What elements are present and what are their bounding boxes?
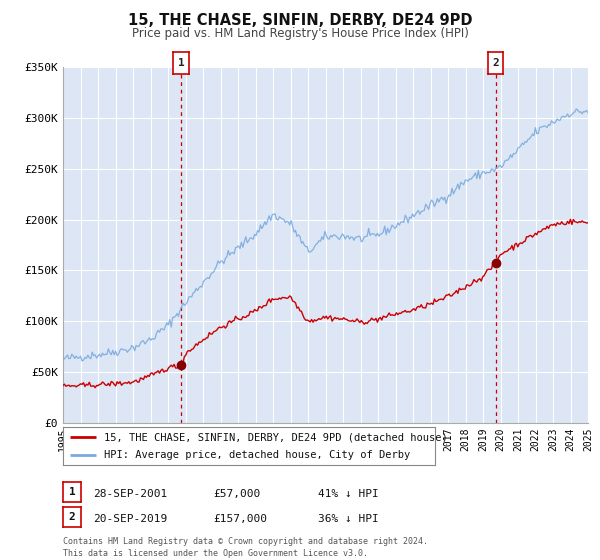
Text: £157,000: £157,000 <box>213 514 267 524</box>
Text: 28-SEP-2001: 28-SEP-2001 <box>93 489 167 499</box>
Text: 41% ↓ HPI: 41% ↓ HPI <box>318 489 379 499</box>
Text: Price paid vs. HM Land Registry's House Price Index (HPI): Price paid vs. HM Land Registry's House … <box>131 27 469 40</box>
Text: £57,000: £57,000 <box>213 489 260 499</box>
Text: 1: 1 <box>68 487 76 497</box>
Text: 2: 2 <box>68 512 76 522</box>
Text: Contains HM Land Registry data © Crown copyright and database right 2024.
This d: Contains HM Land Registry data © Crown c… <box>63 537 428 558</box>
Text: 2: 2 <box>492 58 499 68</box>
Text: HPI: Average price, detached house, City of Derby: HPI: Average price, detached house, City… <box>104 450 410 460</box>
Text: 15, THE CHASE, SINFIN, DERBY, DE24 9PD (detached house): 15, THE CHASE, SINFIN, DERBY, DE24 9PD (… <box>104 432 448 442</box>
Text: 1: 1 <box>178 58 185 68</box>
Text: 20-SEP-2019: 20-SEP-2019 <box>93 514 167 524</box>
Text: 36% ↓ HPI: 36% ↓ HPI <box>318 514 379 524</box>
Text: 15, THE CHASE, SINFIN, DERBY, DE24 9PD: 15, THE CHASE, SINFIN, DERBY, DE24 9PD <box>128 13 472 28</box>
